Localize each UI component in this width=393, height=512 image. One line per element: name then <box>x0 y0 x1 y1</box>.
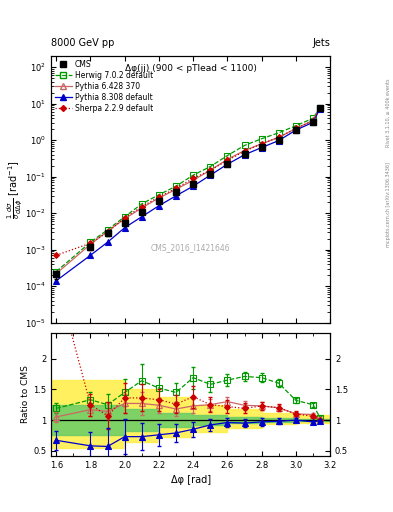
Text: mcplots.cern.ch [arXiv:1306.3436]: mcplots.cern.ch [arXiv:1306.3436] <box>386 162 391 247</box>
Text: Jets: Jets <box>312 38 330 48</box>
Text: CMS_2016_I1421646: CMS_2016_I1421646 <box>151 244 230 252</box>
Text: Δφ(jj) (900 < pTlead < 1100): Δφ(jj) (900 < pTlead < 1100) <box>125 65 257 73</box>
Y-axis label: $\frac{1}{\sigma}\frac{d\sigma}{d\Delta\phi}$ [rad$^{-1}$]: $\frac{1}{\sigma}\frac{d\sigma}{d\Delta\… <box>5 160 24 219</box>
Legend: CMS, Herwig 7.0.2 default, Pythia 6.428 370, Pythia 8.308 default, Sherpa 2.2.9 : CMS, Herwig 7.0.2 default, Pythia 6.428 … <box>53 58 154 114</box>
Text: Rivet 3.1.10, ≥ 400k events: Rivet 3.1.10, ≥ 400k events <box>386 78 391 147</box>
X-axis label: Δφ [rad]: Δφ [rad] <box>171 475 211 485</box>
Y-axis label: Ratio to CMS: Ratio to CMS <box>21 365 30 423</box>
Text: 8000 GeV pp: 8000 GeV pp <box>51 38 114 48</box>
